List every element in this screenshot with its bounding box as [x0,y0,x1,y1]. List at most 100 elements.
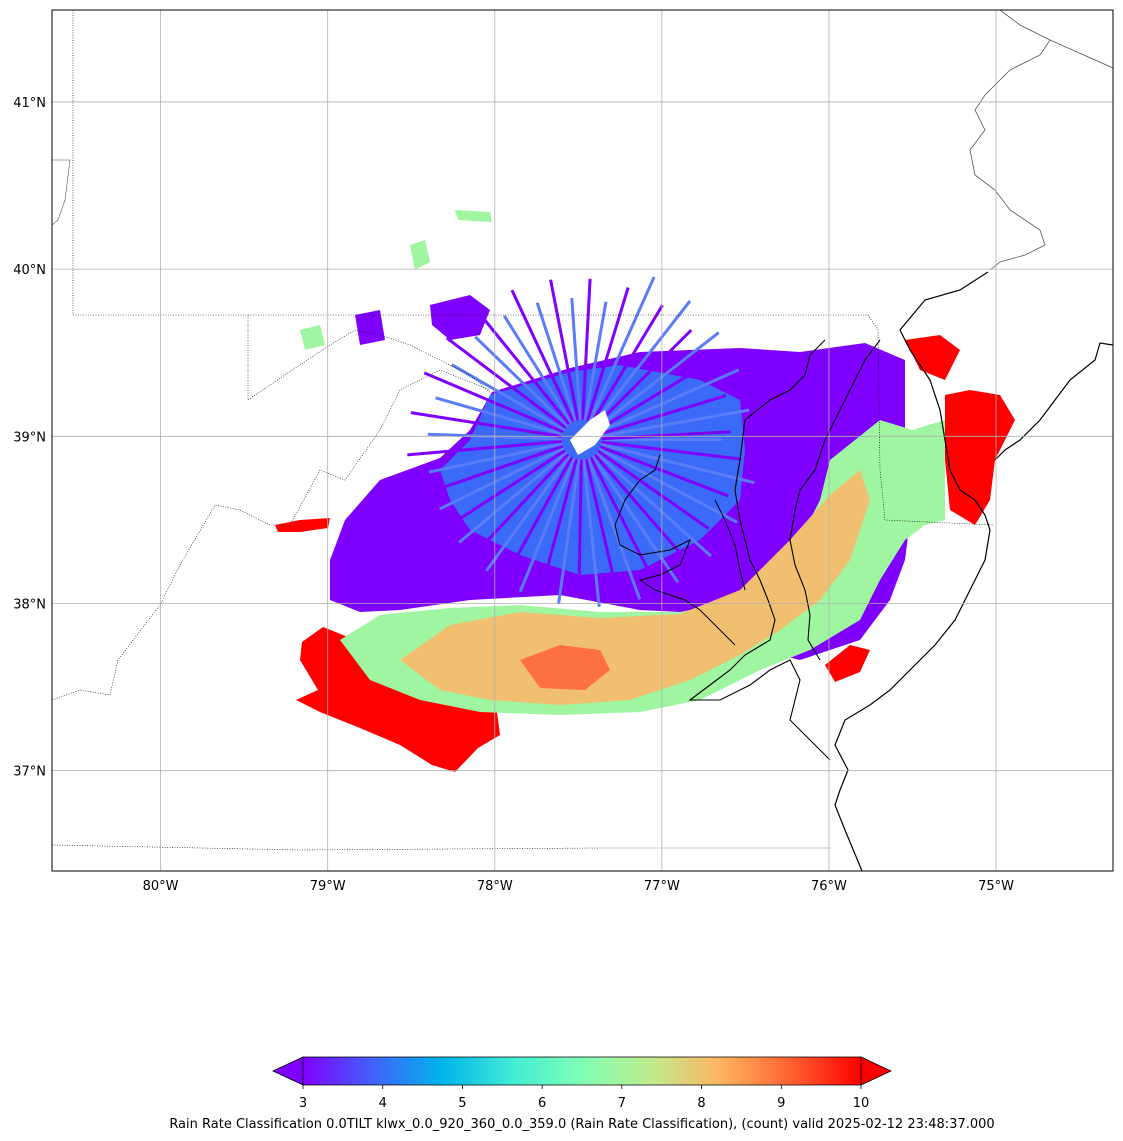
map-axes: 80°W 79°W 78°W 77°W 76°W 75°W 41°N 40°N 39°N 38°… [13,9,1114,894]
echo-cluster-north-2 [410,240,430,270]
echo-cluster-north-4 [355,310,385,345]
map-content [52,10,1113,871]
radar-radial-streak [597,449,710,530]
radar-radial-streak [594,329,693,427]
echo-cluster-north-3 [300,325,325,350]
lat-tick-label: 40°N [13,263,46,278]
radar-radial-streak [598,359,714,431]
radar-radial-streak [413,444,564,499]
radar-site-clutter [570,410,610,455]
colorbar-tick-label: 7 [618,1096,626,1111]
colorbar-gradient [303,1057,861,1085]
radar-radial-streak [588,276,656,423]
radar-radial-streak [577,459,583,587]
radar-radial-streak [503,315,573,424]
radar-radial-streak [591,455,680,584]
latitude-tick-labels: 41°N 40°N 39°N 38°N 37°N [13,96,46,780]
radar-radial-streak [542,458,578,581]
longitude-tick-labels: 80°W 79°W 78°W 77°W 76°W 75°W [143,879,1014,894]
radar-radial-streak [518,457,576,593]
radar-radial-streak [410,411,563,439]
radar-radial-streak [475,308,571,426]
lat-tick-label: 38°N [13,598,46,613]
radar-radial-streak [423,371,564,434]
radar-radial-streak [435,396,563,436]
radar-radial-streak [601,430,731,441]
radar-radial-streak [485,454,572,572]
radar-radial-streak [596,331,720,429]
lon-tick-label: 80°W [143,879,179,894]
radar-radial-streak [535,302,577,422]
colorbar-tick-label: 5 [458,1096,466,1111]
lon-tick-label: 77°W [644,879,680,894]
coastline [994,342,1113,461]
colorbar-extend-min [272,1056,304,1086]
echo-region-orange-band [400,470,870,705]
echo-region-se-red [825,645,870,682]
radar-radial-streak [590,304,664,424]
radar-radial-streak [599,368,740,433]
radar-radial-streak [593,453,684,557]
echo-region-sw-red [296,627,500,772]
radar-radial-streak [438,447,565,511]
radar-radial-streaks [407,276,755,607]
state-border [72,10,868,316]
radar-radial-streak [484,453,570,544]
colorbar-tick-label: 6 [538,1096,546,1111]
lat-tick-label: 39°N [13,430,46,445]
state-border [52,844,830,851]
map-frame [51,9,1114,872]
lat-tick-label: 37°N [13,765,46,780]
radar-radial-streak [586,287,630,421]
radar-radial-streak [428,442,563,474]
radar-radial-streak [601,408,750,438]
radar-radial-streak [587,457,642,600]
state-border [247,315,491,401]
lon-tick-label: 76°W [811,879,847,894]
radar-radial-streak [474,335,569,427]
radar-radial-streak [592,300,692,425]
radar-radial-streak [510,289,575,423]
colorbar-outline [303,1056,861,1086]
echo-cluster-north-5 [455,210,492,222]
colorbar-tick-label: 4 [379,1096,387,1111]
echo-region-core [520,645,610,690]
radar-radial-streak [601,440,740,461]
radar-radial-streak [445,336,567,429]
lon-tick-label: 75°W [978,879,1014,894]
radar-radial-streak [598,447,738,524]
lat-tick-label: 41°N [13,96,46,111]
colorbar-tick-label: 3 [299,1096,307,1111]
radar-radial-streak [557,459,581,605]
radar-radial-streak [407,439,562,457]
colorbar: 3 4 5 6 7 8 9 10 Rain Rate Classification 0.0TI… [169,1056,995,1132]
echo-cluster-north-1 [430,295,490,340]
radar-radial-streak [599,445,729,498]
colorbar-extend-max [860,1056,892,1086]
radar-radial-streak [582,459,601,607]
echo-region-west-red [275,518,330,532]
echo-region-east-red-2 [905,335,960,380]
radar-radial-streak [581,278,592,420]
radar-echo-field [275,210,1015,772]
chesapeake-bay-east [789,339,881,661]
river-patuxent [714,499,746,591]
coastline [834,271,991,871]
lon-tick-label: 79°W [310,879,346,894]
radar-radial-streak [549,279,580,421]
colorbar-tick-label: 9 [777,1096,785,1111]
radar-radial-streak [430,449,566,539]
river-delaware [969,10,1113,271]
radar-radial-streak [570,297,582,420]
chesapeake-bay-west [688,339,831,761]
lon-tick-label: 78°W [477,879,513,894]
echo-region-east-green [880,420,945,530]
radar-radial-streak [583,301,608,421]
colorbar-ticks: 3 4 5 6 7 8 9 10 [299,1085,869,1111]
radar-radial-streak [458,451,568,544]
state-border [867,314,994,526]
state-border [52,159,71,226]
radar-radial-streak [511,456,574,566]
colorbar-caption: Rain Rate Classification 0.0TILT klwx_0.… [169,1117,994,1132]
